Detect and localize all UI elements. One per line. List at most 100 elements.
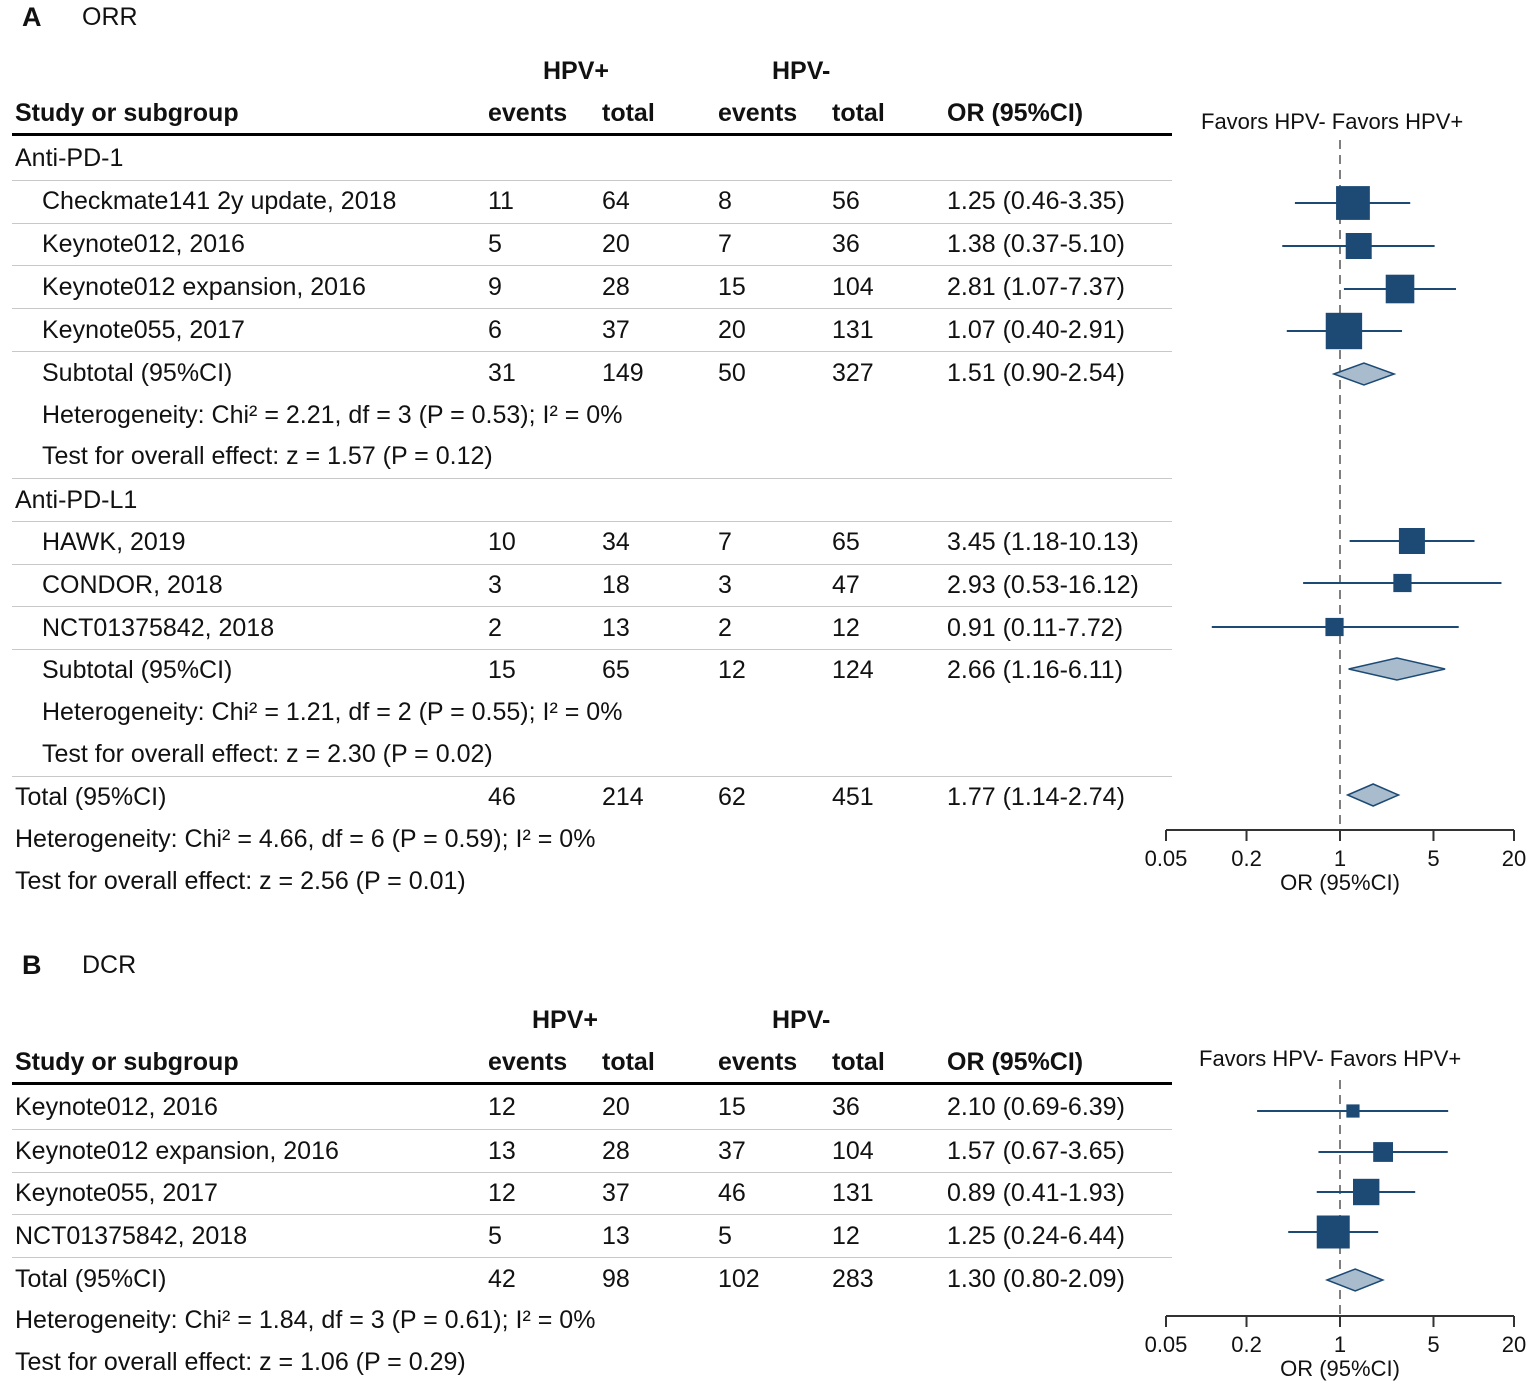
x-tick-label: 0.2 [1231, 846, 1262, 871]
header-rule [12, 133, 1172, 136]
row-divider [12, 564, 1172, 565]
header-rule [12, 1082, 1172, 1085]
pos-total: 28 [602, 273, 630, 301]
neg-events: 7 [718, 528, 732, 556]
pos-total: 37 [602, 316, 630, 344]
x-tick-label: 20 [1502, 846, 1526, 871]
favors-label: Favors HPV- Favors HPV+ [1201, 109, 1464, 134]
pos-events: 11 [488, 187, 514, 215]
neg-events: 2 [718, 614, 732, 642]
neg-events: 20 [718, 316, 746, 344]
pos-events: 3 [488, 571, 502, 599]
row-divider [12, 606, 1172, 607]
neg-total: 36 [832, 230, 860, 258]
header-neg-total: total [832, 1048, 885, 1076]
row-divider [12, 180, 1172, 181]
header-hpv-pos: HPV+ [532, 1006, 599, 1034]
pos-total: 37 [602, 1179, 630, 1207]
or-ci: 0.91 (0.11-7.72) [947, 614, 1124, 642]
x-axis-label: OR (95%CI) [1280, 1356, 1400, 1381]
pos-total: 18 [602, 571, 630, 599]
header-neg-total: total [832, 99, 885, 127]
x-tick-label: 20 [1502, 1332, 1526, 1357]
pos-events: 15 [488, 656, 516, 684]
x-tick-label: 0.2 [1231, 1332, 1262, 1357]
row-divider [12, 308, 1172, 309]
neg-events: 50 [718, 359, 746, 387]
x-tick-label: 1 [1334, 846, 1346, 871]
effect-marker [1345, 233, 1372, 259]
heterogeneity-text: Heterogeneity: Chi² = 4.66, df = 6 (P = … [15, 825, 596, 853]
neg-events: 37 [718, 1137, 746, 1165]
pos-total: 149 [602, 359, 644, 387]
header-neg-events: events [718, 99, 798, 127]
pos-total: 34 [602, 528, 630, 556]
header-or: OR (95%CI) [947, 99, 1084, 127]
pos-total: 65 [602, 656, 630, 684]
subgroup-label: Anti-PD-1 [15, 144, 124, 172]
pos-events: 2 [488, 614, 502, 642]
or-ci: 1.25 (0.46-3.35) [947, 187, 1125, 215]
pos-events: 5 [488, 230, 502, 258]
header-pos-events: events [488, 1048, 568, 1076]
heterogeneity-text: Heterogeneity: Chi² = 2.21, df = 3 (P = … [42, 401, 623, 429]
effect-marker [1325, 312, 1363, 350]
effect-marker [1336, 186, 1370, 220]
x-tick-label: 0.05 [1145, 846, 1188, 871]
effect-marker [1393, 573, 1412, 593]
neg-total: 104 [832, 273, 874, 301]
or-ci: 2.66 (1.16-6.11) [947, 656, 1124, 684]
panel-a-title: ORR [82, 3, 138, 31]
effect-marker [1398, 528, 1425, 554]
pos-total: 64 [602, 187, 630, 215]
neg-events: 5 [718, 1222, 732, 1250]
neg-events: 8 [718, 187, 732, 215]
study-name: HAWK, 2019 [42, 528, 186, 556]
header-neg-events: events [718, 1048, 798, 1076]
neg-total: 47 [832, 571, 860, 599]
or-ci: 1.57 (0.67-3.65) [947, 1137, 1125, 1165]
neg-events: 62 [718, 783, 746, 811]
pos-events: 9 [488, 273, 502, 301]
pos-total: 13 [602, 1222, 630, 1250]
effect-marker [1325, 617, 1344, 637]
header-hpv-neg: HPV- [772, 57, 831, 85]
neg-total: 327 [832, 359, 874, 387]
or-ci: 1.51 (0.90-2.54) [947, 359, 1125, 387]
x-tick-label: 5 [1427, 1332, 1439, 1357]
heterogeneity-text: Heterogeneity: Chi² = 1.84, df = 3 (P = … [15, 1306, 596, 1334]
overall-effect-text: Test for overall effect: z = 2.56 (P = 0… [15, 867, 466, 895]
pos-total: 20 [602, 1093, 630, 1121]
effect-marker [1316, 1215, 1350, 1249]
overall-effect-text: Test for overall effect: z = 1.06 (P = 0… [15, 1348, 466, 1376]
overall-effect-text: Test for overall effect: z = 1.57 (P = 0… [42, 442, 493, 470]
or-ci: 3.45 (1.18-10.13) [947, 528, 1139, 556]
neg-total: 65 [832, 528, 860, 556]
panel-b-title: DCR [82, 951, 137, 979]
x-tick-label: 1 [1334, 1332, 1346, 1357]
study-name: Keynote012, 2016 [15, 1093, 218, 1121]
neg-total: 131 [832, 316, 874, 344]
pos-events: 6 [488, 316, 502, 344]
header-pos-total: total [602, 99, 655, 127]
study-name: Keynote012 expansion, 2016 [42, 273, 366, 301]
pos-events: 42 [488, 1265, 516, 1293]
row-divider [12, 1129, 1172, 1130]
neg-events: 3 [718, 571, 732, 599]
x-tick-label: 5 [1427, 846, 1439, 871]
neg-total: 124 [832, 656, 874, 684]
study-name: Checkmate141 2y update, 2018 [42, 187, 397, 215]
study-name: Keynote055, 2017 [42, 316, 245, 344]
neg-events: 102 [718, 1265, 760, 1293]
or-ci: 1.30 (0.80-2.09) [947, 1265, 1125, 1293]
pos-events: 13 [488, 1137, 516, 1165]
header-hpv-pos: HPV+ [543, 57, 610, 85]
x-axis-label: OR (95%CI) [1280, 870, 1400, 895]
or-ci: 2.93 (0.53-16.12) [947, 571, 1139, 599]
neg-events: 15 [718, 1093, 746, 1121]
row-divider [12, 649, 1172, 650]
row-divider [12, 776, 1172, 777]
pos-total: 20 [602, 230, 630, 258]
subtotal-label: Subtotal (95%CI) [42, 656, 233, 684]
